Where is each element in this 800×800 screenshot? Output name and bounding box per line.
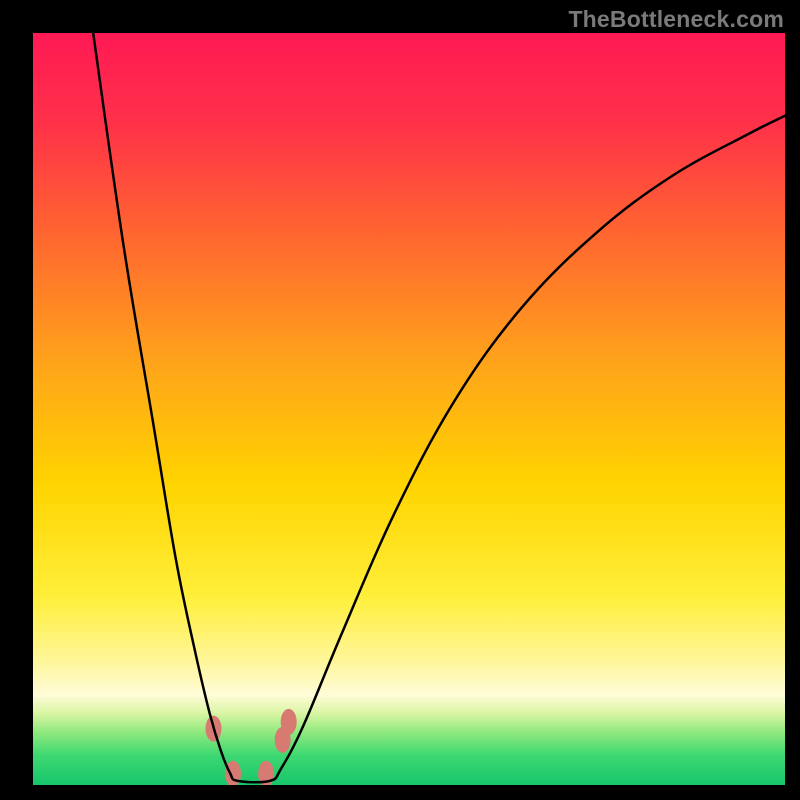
- plot-area: [33, 33, 785, 785]
- base-nub-4: [281, 709, 297, 735]
- plot-svg: [33, 33, 785, 785]
- gradient-background: [33, 33, 785, 785]
- watermark-text: TheBottleneck.com: [568, 6, 784, 33]
